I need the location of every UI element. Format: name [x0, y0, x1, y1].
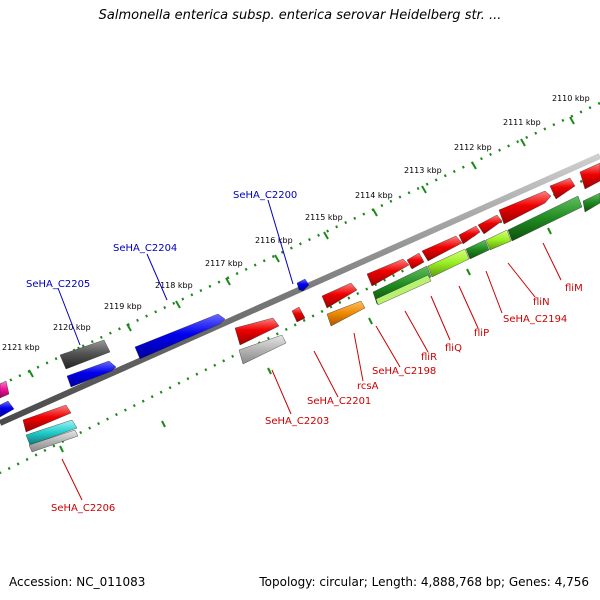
feature-left-magenta	[0, 380, 10, 399]
tick-label-2112: 2112 kbp	[454, 143, 492, 152]
topology-text: Topology: circular; Length: 4,888,768 bp…	[259, 575, 589, 589]
gene-label-sehac2194: SeHA_C2194	[503, 314, 567, 325]
gene-label-rcsa: rcsA	[357, 381, 379, 392]
green-strip-light-1	[485, 229, 512, 251]
gene-label-sehac2204: SeHA_C2204	[113, 243, 177, 254]
green-strip-dark-2	[465, 239, 490, 260]
feature-sehac2194-red	[498, 190, 552, 225]
feature-sehac2200	[296, 278, 310, 292]
feature-sehac2203-red	[234, 317, 280, 346]
forward-features	[0, 278, 310, 418]
gene-label-sehac2200: SeHA_C2200	[233, 190, 297, 201]
feature-sehac2201-red	[321, 282, 358, 309]
feature-sehac2206-gray	[28, 429, 79, 453]
tick-label-2119: 2119 kbp	[104, 302, 142, 311]
green-strip-light-3	[375, 274, 432, 306]
tick-label-2114: 2114 kbp	[355, 191, 393, 200]
leader-lines	[57, 199, 562, 501]
tick-label-2113: 2113 kbp	[404, 166, 442, 175]
accession-text: Accession: NC_011083	[9, 575, 146, 589]
feature-flin-red	[549, 177, 576, 200]
green-strip-dark-right	[582, 192, 600, 213]
green-strip-light-2	[427, 248, 470, 278]
feature-sehac2203-gray	[238, 334, 287, 365]
tick-label-2120: 2120 kbp	[53, 323, 91, 332]
feature-rcsa-red	[366, 258, 410, 287]
reverse-gene-labels: fliM fliN SeHA_C2194 fliP fliQ fliR SeHA…	[51, 283, 583, 514]
feature-left-blue	[0, 400, 15, 418]
tick-label-2111: 2111 kbp	[503, 118, 541, 127]
tick-label-2117: 2117 kbp	[205, 259, 243, 268]
gene-label-sehac2203: SeHA_C2203	[265, 416, 329, 427]
feature-flip-red	[477, 214, 503, 235]
tick-label-2115: 2115 kbp	[305, 213, 343, 222]
gene-label-flin: fliN	[533, 297, 550, 308]
gene-label-fliq: fliQ	[445, 343, 462, 354]
feature-forward-small	[66, 360, 117, 388]
gene-label-sehac2205: SeHA_C2205	[26, 279, 90, 290]
tick-label-2121: 2121 kbp	[2, 343, 40, 352]
feature-flir-red	[421, 235, 463, 262]
outer-tick-ring	[0, 101, 600, 387]
kbp-tick-labels: 2110 kbp 2111 kbp 2112 kbp 2113 kbp 2114…	[2, 94, 590, 352]
feature-sehac2204	[134, 313, 226, 360]
green-strip-dark-1	[507, 195, 583, 242]
forward-gene-labels: SeHA_C2200 SeHA_C2204 SeHA_C2205	[26, 190, 297, 290]
gene-label-flim: fliM	[565, 283, 583, 294]
gene-label-sehac2201: SeHA_C2201	[307, 396, 371, 407]
reverse-features	[22, 162, 600, 453]
feature-orange	[326, 300, 366, 327]
feature-flim-red	[579, 162, 600, 190]
gene-label-flir: fliR	[421, 352, 437, 363]
gene-label-sehac2198: SeHA_C2198	[372, 366, 436, 377]
feature-fliq-red	[458, 225, 481, 245]
feature-small-red	[291, 306, 306, 323]
feature-sehac2206-red	[22, 404, 72, 433]
tick-label-2118: 2118 kbp	[155, 281, 193, 290]
gene-label-flip: fliP	[474, 328, 489, 339]
feature-sehac2206-cyan	[25, 419, 78, 446]
tick-label-2116: 2116 kbp	[255, 236, 293, 245]
feature-sehac2205	[59, 339, 111, 370]
gene-label-sehac2206: SeHA_C2206	[51, 503, 115, 514]
feature-sehac2198-red	[406, 252, 425, 270]
tick-label-2110: 2110 kbp	[552, 94, 590, 103]
map-title: Salmonella enterica subsp. enterica sero…	[98, 8, 502, 23]
